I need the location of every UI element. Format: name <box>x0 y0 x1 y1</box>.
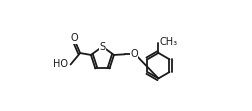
Text: O: O <box>130 49 138 59</box>
Text: S: S <box>99 42 106 52</box>
Text: HO: HO <box>53 59 68 69</box>
Text: CH₃: CH₃ <box>159 37 177 47</box>
Text: O: O <box>71 33 78 43</box>
